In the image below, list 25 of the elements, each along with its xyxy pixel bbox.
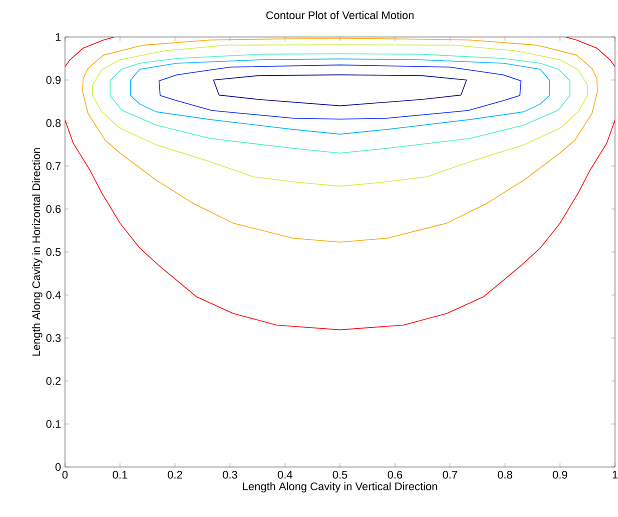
x-tick-label: 0.5 (332, 470, 348, 479)
chart-title: Contour Plot of Vertical Motion (266, 11, 414, 20)
x-tick-label: 0.4 (278, 470, 292, 479)
y-tick-label: 1 (56, 33, 61, 41)
x-tick-label: 0.8 (498, 470, 512, 479)
x-tick-label: 0.9 (552, 470, 568, 479)
y-tick-label: 0.1 (46, 420, 61, 428)
y-axis-title: Length Along Cavity in Horizontal Direction (32, 148, 42, 356)
x-tick-label: 0.3 (222, 470, 238, 479)
x-tick-label: 0.7 (442, 470, 458, 479)
x-tick-label: 0 (62, 470, 68, 479)
y-tick-label: 0.4 (46, 291, 61, 299)
y-tick-label: 0 (55, 463, 61, 471)
y-tick-label: 0.5 (46, 248, 61, 256)
x-tick-label: 0.6 (388, 470, 402, 479)
y-tick-label: 0.3 (46, 334, 61, 342)
y-tick-label: 0.7 (46, 162, 61, 170)
y-tick-label: 0.9 (46, 76, 61, 84)
x-axis-title: Length Along Cavity in Vertical Direction (243, 482, 438, 492)
x-tick-label: 0.2 (168, 470, 182, 479)
x-tick-label: 0.1 (112, 470, 128, 479)
y-tick-label: 0.2 (46, 377, 61, 385)
x-tick-label: 1 (612, 470, 618, 478)
y-tick-label: 0.8 (46, 119, 61, 127)
y-tick-label: 0.6 (46, 205, 61, 213)
